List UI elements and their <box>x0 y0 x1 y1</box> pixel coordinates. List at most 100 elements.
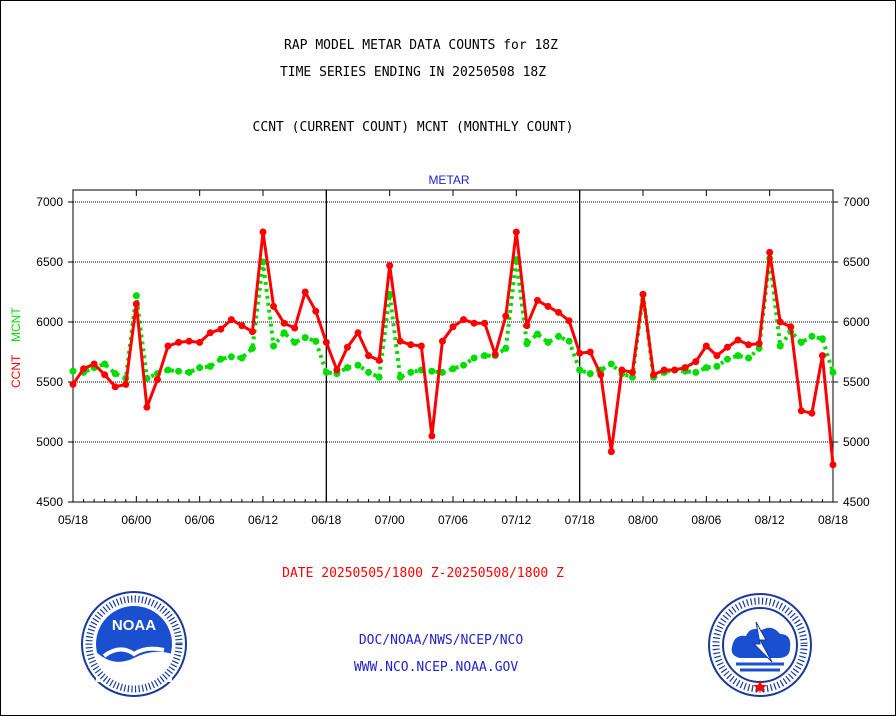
ylabel-mcnt: MCNT <box>9 307 23 342</box>
data-point-ccnt <box>502 312 510 320</box>
data-point-ccnt <box>280 319 288 327</box>
nws-logo <box>708 593 812 697</box>
data-point-ccnt <box>301 288 309 296</box>
data-point-mcnt <box>555 332 563 340</box>
data-point-mcnt <box>723 355 731 363</box>
data-point-ccnt <box>555 308 563 316</box>
x-tick-label: 06/06 <box>185 513 215 527</box>
data-point-ccnt <box>122 380 130 388</box>
y-tick-label-left: 4500 <box>36 495 63 509</box>
data-point-ccnt <box>227 316 235 324</box>
data-point-ccnt <box>650 371 658 379</box>
data-point-mcnt <box>206 362 214 370</box>
data-point-mcnt <box>396 373 404 381</box>
grid-layer <box>73 190 833 502</box>
data-point-ccnt <box>481 319 489 327</box>
data-point-ccnt <box>702 342 710 350</box>
data-point-ccnt <box>386 262 394 270</box>
x-tick-label: 08/06 <box>691 513 721 527</box>
data-point-mcnt <box>818 335 826 343</box>
data-point-ccnt <box>333 366 341 374</box>
data-point-ccnt <box>460 316 468 324</box>
y-tick-label-left: 6500 <box>36 255 63 269</box>
data-point-mcnt <box>797 338 805 346</box>
data-point-mcnt <box>576 366 584 374</box>
y-tick-label-right: 5000 <box>843 435 870 449</box>
data-point-mcnt <box>702 364 710 372</box>
data-point-mcnt <box>523 340 531 348</box>
data-point-ccnt <box>206 329 214 337</box>
data-point-ccnt <box>143 403 151 411</box>
data-point-ccnt <box>238 322 246 330</box>
data-point-ccnt <box>354 329 362 337</box>
data-point-ccnt <box>734 336 742 344</box>
data-point-mcnt <box>185 368 193 376</box>
data-point-ccnt <box>365 352 373 360</box>
data-point-ccnt <box>618 366 626 374</box>
data-point-ccnt <box>766 248 774 256</box>
org-line[interactable]: DOC/NOAA/NWS/NCEP/NCO <box>358 633 524 648</box>
y-tick-label-right: 6000 <box>843 315 870 329</box>
data-point-ccnt <box>270 302 278 310</box>
x-tick-label: 06/00 <box>121 513 151 527</box>
data-point-ccnt <box>322 338 330 346</box>
data-point-ccnt <box>597 371 605 379</box>
data-point-mcnt <box>502 344 510 352</box>
data-point-ccnt <box>755 340 763 348</box>
data-point-ccnt <box>470 319 478 327</box>
data-point-ccnt <box>164 342 172 350</box>
x-tick-label: 07/12 <box>501 513 531 527</box>
data-point-ccnt <box>523 322 531 330</box>
y-tick-label-right: 4500 <box>843 495 870 509</box>
data-point-ccnt <box>576 349 584 357</box>
y-tick-label-left: 6000 <box>36 315 63 329</box>
y-tick-label-right: 6500 <box>843 255 870 269</box>
data-point-ccnt <box>671 366 679 374</box>
data-point-ccnt <box>417 342 425 350</box>
x-tick-label: 06/18 <box>311 513 341 527</box>
y-tick-label-left: 5500 <box>36 375 63 389</box>
chart-title-line2: TIME SERIES ENDING IN 20250508 18Z <box>279 65 547 80</box>
data-point-ccnt <box>259 228 267 236</box>
x-tick-label: 08/18 <box>818 513 848 527</box>
data-point-ccnt <box>343 343 351 351</box>
data-point-ccnt <box>723 343 731 351</box>
data-point-ccnt <box>639 290 647 298</box>
data-point-mcnt <box>808 332 816 340</box>
data-point-mcnt <box>565 337 573 345</box>
data-point-mcnt <box>354 361 362 369</box>
y-tick-label-left: 5000 <box>36 435 63 449</box>
data-point-ccnt <box>797 407 805 415</box>
x-tick-label: 07/00 <box>375 513 405 527</box>
chart-title-line1: RAP MODEL METAR DATA COUNTS for 18Z <box>284 38 558 53</box>
data-point-ccnt <box>196 338 204 346</box>
data-point-ccnt <box>111 383 119 391</box>
x-tick-label: 07/18 <box>565 513 595 527</box>
series-line-mcnt <box>72 256 835 381</box>
data-point-mcnt <box>175 367 183 375</box>
data-point-ccnt <box>692 358 700 366</box>
data-point-mcnt <box>227 353 235 361</box>
data-point-ccnt <box>607 448 615 456</box>
data-point-ccnt <box>132 300 140 308</box>
data-point-mcnt <box>101 360 109 368</box>
data-point-mcnt <box>438 368 446 376</box>
data-point-mcnt <box>164 366 172 374</box>
data-point-mcnt <box>280 329 288 337</box>
data-point-ccnt <box>713 352 721 360</box>
data-point-ccnt <box>829 461 837 469</box>
data-point-ccnt <box>396 337 404 345</box>
website-link[interactable]: WWW.NCO.NCEP.NOAA.GOV <box>353 660 519 675</box>
data-point-mcnt <box>586 370 594 378</box>
data-point-ccnt <box>185 337 193 345</box>
data-point-mcnt <box>407 368 415 376</box>
y-tick-label-right: 7000 <box>843 195 870 209</box>
data-point-ccnt <box>438 337 446 345</box>
data-point-ccnt <box>101 371 109 379</box>
data-point-mcnt <box>248 344 256 352</box>
noaa-logo: NOAA <box>81 591 187 697</box>
data-point-mcnt <box>470 354 478 362</box>
data-point-ccnt <box>660 366 668 374</box>
chart-subtitle: CCNT (CURRENT COUNT) MCNT (MONTHLY COUNT… <box>252 120 574 135</box>
